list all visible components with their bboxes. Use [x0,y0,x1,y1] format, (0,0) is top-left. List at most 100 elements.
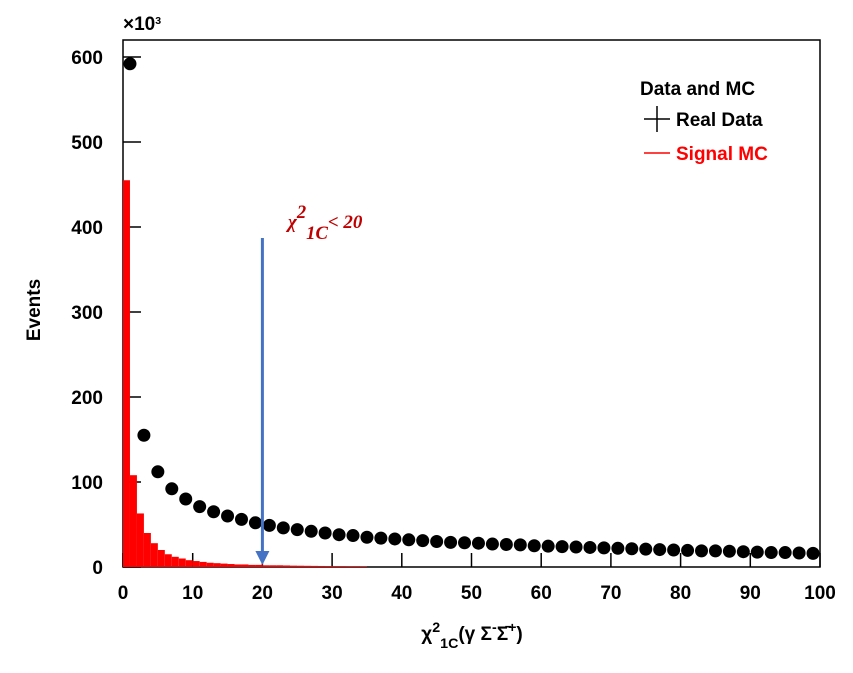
x-tick-label: 30 [322,583,343,604]
data-point [764,546,778,560]
y-tick-label: 500 [71,133,103,154]
data-point [151,465,165,479]
data-point [234,512,248,526]
data-point [318,526,332,540]
hist-bar [192,561,200,567]
hist-bar [164,554,172,567]
hist-bar [359,566,367,567]
hist-bar [213,563,221,567]
data-point [485,537,499,551]
x-tick-label: 10 [182,583,203,604]
x-tick-label: 100 [804,583,836,604]
legend-label: Signal MC [676,144,768,165]
x-tick-label: 0 [118,583,129,604]
data-point [304,524,318,538]
data-point [597,541,611,555]
hist-bar [150,543,158,567]
data-point [667,543,681,557]
data-point [555,540,569,554]
data-point [681,543,695,557]
data-point [778,546,792,560]
data-point [444,535,458,549]
hist-bar [248,564,256,567]
text-part: (γ Σ [458,624,492,645]
data-point [722,544,736,558]
data-point [416,534,430,548]
data-point [541,539,555,553]
text-part: 3 [155,15,161,27]
x-tick-label: 70 [600,583,621,604]
hist-bar [227,564,235,567]
y-tick-label: 100 [71,473,103,494]
data-point [374,531,388,545]
y-axis-label: Events [24,279,45,341]
data-point [527,539,541,553]
hist-bar [206,562,214,567]
hist-bar [346,566,354,567]
data-point [346,529,360,543]
rich-text: χ21C(γ Σ-Σ̄+) [421,620,523,652]
text-part: χ [421,624,432,645]
data-point [193,500,207,514]
y-tick-label: 400 [71,218,103,239]
hist-bar [241,564,249,567]
cut-arrowhead [255,551,270,565]
x-tick-label: 40 [391,583,412,604]
text-part: + [508,620,516,636]
data-point [179,492,193,506]
hist-bar [304,565,312,567]
text-part: < 20 [328,212,363,233]
text-part: Σ̄ [497,624,511,645]
hist-bar [318,565,326,567]
data-point [792,546,806,560]
hist-bar [283,565,291,567]
y-tick-label: 0 [92,558,103,579]
legend-title: Data and MC [640,79,755,100]
data-point [360,530,374,544]
hist-bar [269,565,277,567]
data-point [207,505,221,519]
data-point [583,540,597,554]
text-part: 1C [306,223,328,244]
hist-bar [171,556,179,567]
text-part: ×10 [123,14,155,35]
data-point [499,537,513,551]
hist-bar [143,533,151,567]
hist-bar [185,560,193,567]
data-point [625,542,639,556]
hist-bar [311,565,319,567]
data-point [569,540,583,554]
hist-bar [290,565,298,567]
text-part: χ [285,212,298,233]
data-point [513,538,527,552]
hist-bar [276,565,284,567]
x-tick-label: 80 [670,583,691,604]
text-part: 2 [296,202,306,223]
hist-bar [262,565,270,567]
hist-bar [157,550,165,567]
x-tick-label: 50 [461,583,482,604]
text-part: 1C [440,636,458,652]
hist-bar [325,566,333,567]
hist-bar [129,475,137,567]
hist-bar [339,566,347,567]
hist-bar [178,558,186,567]
hist-bar [123,180,130,567]
data-point [653,543,667,557]
x-tick-label: 20 [252,583,273,604]
data-point [276,521,290,535]
data-point [639,542,653,556]
hist-bar [353,566,360,567]
hist-bar [297,565,305,567]
rich-text: ×103 [123,14,161,35]
x-tick-label: 90 [740,583,761,604]
data-point [695,544,709,558]
legend-label: Real Data [676,110,763,131]
data-point [736,545,750,559]
data-point [123,57,137,71]
data-point [806,546,820,560]
data-point [458,536,472,550]
hist-bar [255,564,263,567]
